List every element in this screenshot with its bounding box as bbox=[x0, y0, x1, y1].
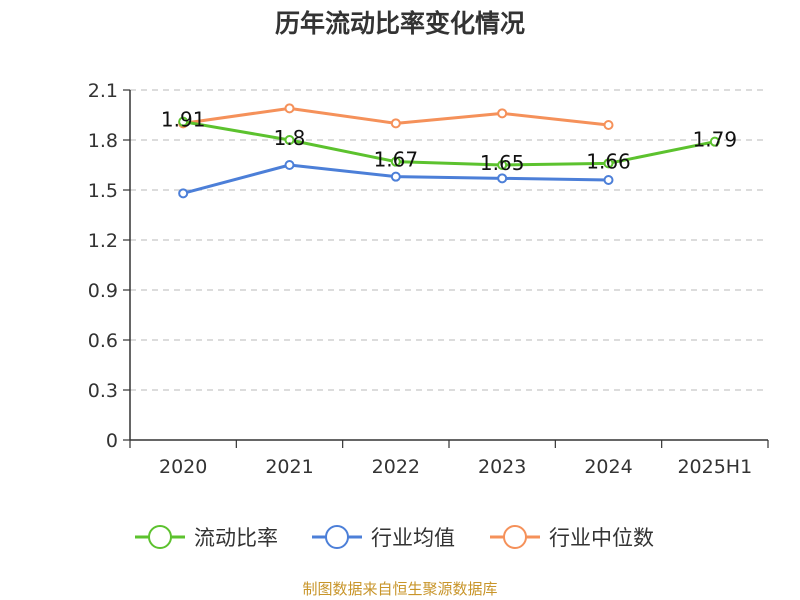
legend-marker bbox=[148, 525, 172, 549]
y-tick-label: 2.1 bbox=[88, 80, 118, 102]
series-line bbox=[182, 120, 716, 167]
data-point bbox=[709, 136, 720, 147]
legend-label: 行业中位数 bbox=[549, 526, 654, 550]
data-point bbox=[603, 120, 614, 130]
legend-label: 行业均值 bbox=[371, 526, 455, 550]
data-point bbox=[390, 171, 401, 182]
x-tick-label: 2024 bbox=[584, 456, 632, 478]
y-tick-label: 1.8 bbox=[88, 130, 118, 152]
data-point bbox=[497, 108, 508, 119]
data-point bbox=[178, 188, 189, 199]
data-label: 1.79 bbox=[693, 128, 738, 152]
legend-marker bbox=[325, 525, 349, 549]
data-point bbox=[284, 160, 295, 170]
data-point bbox=[284, 103, 295, 114]
data-point bbox=[497, 173, 508, 184]
legend: 流动比率 行业均值 行业中位数 bbox=[135, 525, 654, 550]
data-label: 1.91 bbox=[161, 108, 206, 132]
data-label: 1.65 bbox=[480, 151, 525, 175]
x-tick-label: 2020 bbox=[159, 456, 207, 478]
y-tick-label: 0 bbox=[106, 430, 118, 452]
data-point bbox=[603, 175, 614, 185]
x-tick-label: 2025H1 bbox=[677, 456, 752, 478]
data-label: 1.66 bbox=[586, 149, 631, 173]
legend-marker bbox=[503, 525, 527, 549]
y-tick-label: 0.9 bbox=[88, 280, 118, 302]
data-label: 1.67 bbox=[374, 148, 419, 172]
data-point bbox=[178, 116, 189, 127]
data-point bbox=[603, 158, 614, 169]
data-label: 1.8 bbox=[274, 126, 306, 150]
y-tick-label: 1.5 bbox=[88, 180, 118, 202]
data-point bbox=[497, 160, 508, 170]
data-point bbox=[390, 118, 401, 129]
y-tick-label: 0.3 bbox=[88, 380, 118, 402]
axes: 0 0.3 0.6 0.9 1.2 1.5 1.8 2.1 2020 2021 2022 2023 20… bbox=[88, 80, 769, 478]
x-tick-label: 2022 bbox=[372, 456, 420, 478]
x-tick-label: 2023 bbox=[478, 456, 526, 478]
source-note: 制图数据来自恒生聚源数据库 bbox=[302, 580, 498, 598]
data-point bbox=[390, 156, 401, 167]
grid-lines bbox=[130, 89, 768, 391]
legend-label: 流动比率 bbox=[194, 526, 278, 550]
data-labels: 1.91 1.8 1.67 1.65 1.66 1.79 bbox=[161, 108, 737, 175]
series-lines bbox=[178, 103, 720, 199]
x-tick-label: 2021 bbox=[265, 456, 313, 478]
y-tick-label: 0.6 bbox=[88, 330, 118, 352]
data-point bbox=[284, 135, 295, 145]
chart-title: 历年流动比率变化情况 bbox=[274, 9, 525, 38]
y-tick-label: 1.2 bbox=[88, 230, 118, 252]
